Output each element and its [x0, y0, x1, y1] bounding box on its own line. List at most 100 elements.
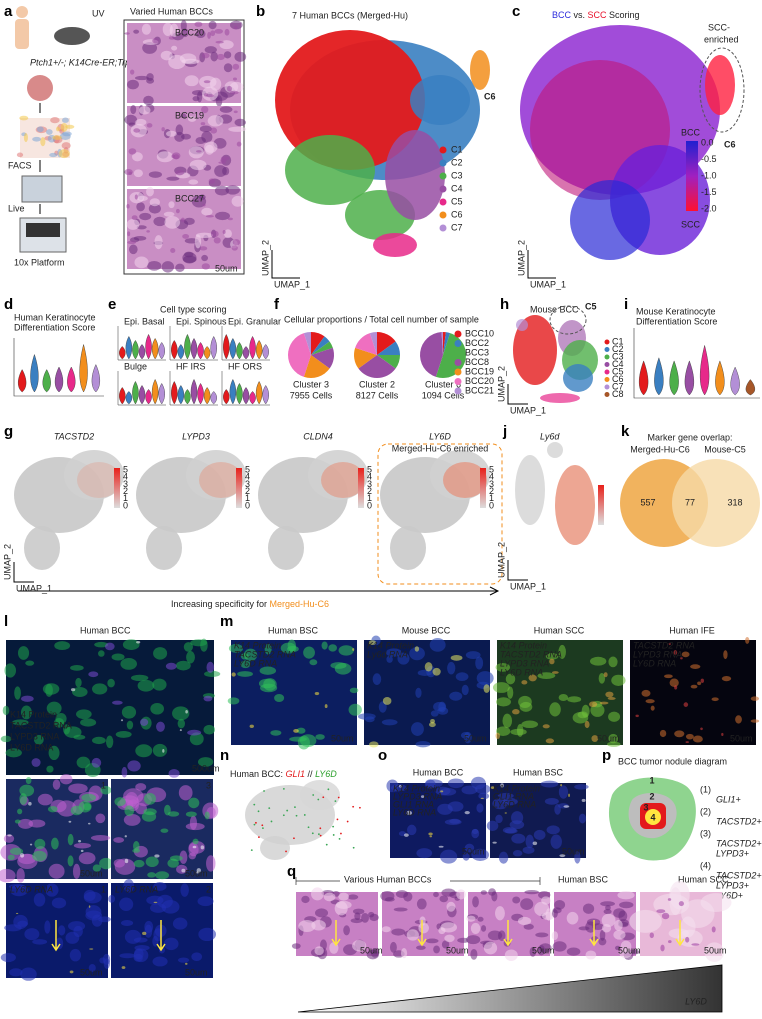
dot: [336, 818, 339, 821]
legend-label: BCC10: [465, 328, 494, 338]
axis-label: UMAP_1: [530, 279, 566, 289]
axis: [169, 371, 218, 406]
sequencer-screen: [26, 223, 60, 237]
colorbar: [358, 468, 364, 508]
texture: [324, 704, 328, 709]
texture: [466, 935, 481, 945]
violin: [119, 387, 126, 405]
texture: [127, 240, 137, 245]
texture: [107, 678, 115, 688]
texture: [447, 661, 456, 675]
texture: [315, 734, 325, 740]
texture: [120, 719, 124, 722]
texture: [496, 697, 511, 707]
texture: [33, 734, 44, 745]
texture: [229, 90, 239, 95]
texture: [32, 939, 48, 945]
panel-title: BCC vs. SCC Scoring: [552, 10, 640, 20]
legend-swatch: [439, 224, 447, 232]
violin: [79, 343, 88, 393]
stain-label: LY6D RNA: [115, 884, 158, 894]
texture: [301, 895, 310, 904]
texture: [124, 32, 130, 35]
stain-label: LY6D RNA: [234, 658, 277, 668]
texture: [189, 732, 204, 746]
texture: [214, 28, 223, 34]
texture: [201, 263, 210, 270]
feature-plot: [321, 462, 365, 498]
dot: [261, 824, 264, 827]
texture: [393, 907, 408, 912]
pie-slice: [377, 332, 396, 355]
colorbar: [236, 468, 242, 508]
texture: [144, 924, 153, 938]
texture: [429, 722, 436, 728]
texture: [315, 908, 329, 918]
texture: [476, 671, 494, 686]
enriched-box: [377, 443, 503, 585]
stain-label: K14 Protein: [493, 783, 540, 793]
texture: [170, 247, 176, 253]
texture: [438, 927, 446, 935]
feature-plot: [77, 462, 121, 498]
texture: [152, 678, 167, 691]
texture: [486, 820, 499, 831]
violin: [190, 338, 198, 360]
text-part: BCC: [552, 10, 572, 20]
texture: [314, 692, 320, 696]
colorbar-tick: 0.0: [701, 137, 714, 147]
dot: [286, 809, 289, 812]
texture: [232, 63, 240, 70]
panel-title: Cellular proportions / Total cell number…: [284, 314, 479, 324]
umap-score: [570, 180, 650, 260]
scale-bar-label: 50um: [446, 945, 469, 955]
texture: [656, 909, 666, 914]
texture: [673, 650, 678, 655]
texture: [28, 801, 32, 806]
texture: [177, 718, 185, 729]
texture: [649, 932, 654, 939]
texture: [19, 115, 29, 121]
feature-plot: [268, 526, 304, 570]
colorbar: [480, 468, 486, 508]
violin: [197, 383, 204, 405]
texture: [683, 702, 689, 707]
violin: [715, 360, 725, 396]
texture: [274, 694, 285, 703]
texture: [735, 715, 742, 724]
stain-label: LYPD3 RNA: [500, 658, 549, 668]
dot: [337, 796, 340, 799]
texture: [614, 919, 623, 931]
scale-bar-label: 50um: [80, 868, 103, 878]
list-item: LYPD3+: [716, 880, 749, 890]
texture: [645, 699, 655, 704]
texture: [490, 786, 495, 789]
texture: [545, 652, 559, 660]
texture: [659, 729, 667, 738]
texture: [568, 793, 570, 797]
texture: [471, 828, 479, 835]
texture: [47, 805, 58, 813]
texture: [328, 644, 337, 652]
texture: [406, 810, 413, 816]
texture: [52, 135, 62, 140]
text-part: GLI1: [286, 769, 306, 779]
texture: [69, 948, 82, 962]
texture: [175, 169, 185, 176]
colorbar-tick: 0: [123, 500, 128, 510]
texture: [477, 916, 484, 922]
texture: [127, 231, 131, 237]
stain-label: TACSTD2 RNA: [10, 720, 72, 730]
list-item: LY6D+: [716, 890, 743, 900]
texture: [202, 802, 219, 820]
list-item: GLI1+: [716, 794, 741, 804]
texture: [589, 701, 598, 708]
texture: [409, 646, 425, 661]
stain-label: LYPD3 RNA: [10, 731, 59, 741]
texture: [204, 46, 217, 54]
colorbar-tick: 4: [367, 472, 372, 482]
texture: [180, 217, 185, 223]
texture: [224, 28, 230, 36]
texture: [162, 748, 165, 753]
texture: [134, 194, 138, 200]
